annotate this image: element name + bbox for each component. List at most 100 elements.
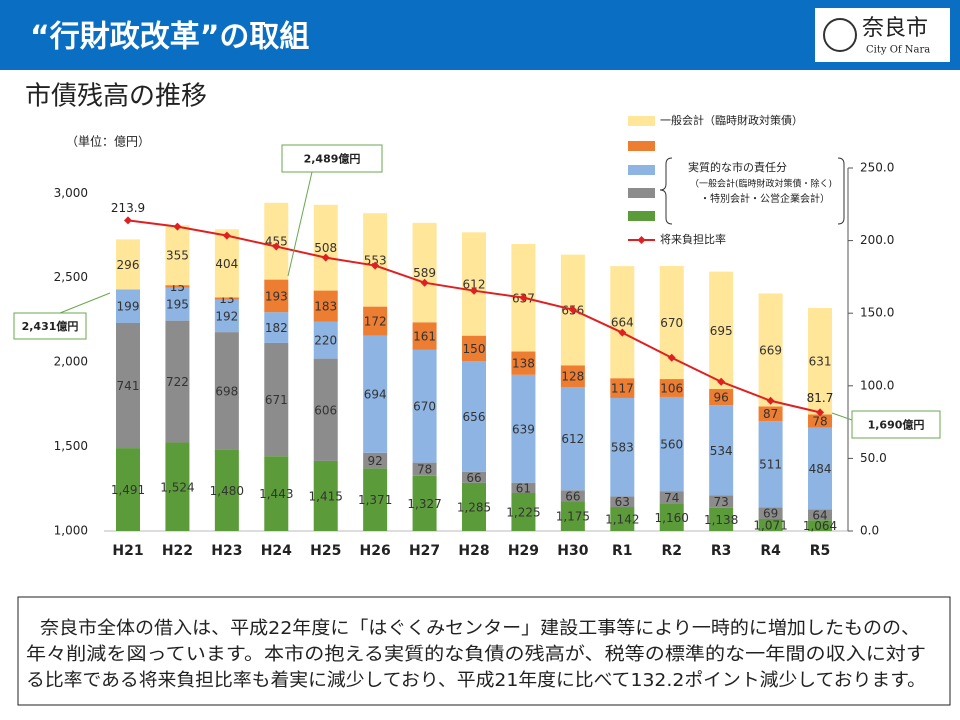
bar-segment [462,482,487,531]
ratio-marker [519,293,528,302]
ratio-marker [173,222,182,231]
segment-label: 66 [565,489,580,503]
segment-label: 1,480 [210,484,244,498]
x-tick-label: R4 [760,543,781,559]
bar-segment [363,452,388,469]
y-tick-label: 1,000 [54,524,88,538]
logo-emblem [823,18,857,52]
segment-label: 193 [265,289,288,303]
legend-brace [837,157,845,225]
x-tick-label: R2 [661,543,682,559]
ratio-marker [470,286,479,295]
ratio-marker [568,305,577,314]
bar-segment [264,456,289,531]
bar-segment [758,519,783,531]
segment-label: 296 [117,258,140,272]
bar-segment [610,378,635,398]
bar-segment [659,503,684,531]
subtitle: 市債残高の推移 [25,82,207,112]
y2-tick-label: 100.0 [860,378,894,392]
segment-label: 78 [812,415,827,429]
bar-segment [659,379,684,397]
bar-segment [462,360,487,472]
note-line: る比率である将来負担比率も着実に減少しており、平成21年度に比べて132.2ポイ… [26,670,926,691]
segment-label: 656 [463,410,486,424]
bar-segment [511,374,536,483]
bar-segment [560,501,585,531]
x-tick-label: H29 [508,543,539,559]
bar-segment [511,351,536,375]
x-tick-label: H28 [458,543,489,559]
callout-text: 2,489億円 [304,152,361,166]
legend-note: （一般会計(臨時財政対策債・除く) [690,178,832,190]
note-line: 奈良市全体の借入は、平成22年度に「はぐくみセンター」建設工事等により一時的に増… [40,618,920,639]
y-tick-label: 2,000 [54,355,88,369]
bar-segment [808,307,833,415]
bar-segment [363,306,388,336]
segment-label: 1,142 [605,513,639,527]
y-tick-label: 1,500 [54,439,88,453]
ratio-marker [124,216,132,225]
x-tick-label: H21 [112,543,143,559]
bar-segment [264,342,289,457]
segment-label: 192 [215,309,238,323]
legend-swatch [628,116,655,126]
segment-label: 1,415 [309,489,343,503]
bar-segment [462,232,487,336]
x-tick-label: H30 [557,543,588,559]
legend-swatch [628,211,655,221]
bar-segment [758,293,783,407]
bar-segment [214,449,239,531]
bar-segment [610,507,635,531]
segment-label: 61 [516,481,531,495]
x-tick-label: H24 [261,543,292,559]
segment-label: 612 [561,432,584,446]
x-tick-label: H22 [162,543,193,559]
bar-segment [758,421,783,508]
segment-label: 172 [364,315,387,329]
segment-label: 63 [615,495,630,509]
bar-segment [462,471,487,483]
ratio-marker [816,408,825,417]
segment-label: 117 [611,382,634,396]
legend-swatch [628,141,655,151]
bar-segment [214,297,239,300]
bar-segment [659,396,684,492]
segment-label: 639 [512,422,535,436]
segment-label: 534 [710,444,733,458]
segment-label: 64 [812,508,827,522]
bar-segment [511,493,536,531]
segment-label: 1,443 [259,487,293,501]
segment-label: 1,371 [358,493,392,507]
callout-pointer [287,171,313,277]
bar-segment [610,496,635,508]
segment-label: 1,138 [704,513,738,527]
segment-label: 741 [117,379,140,393]
bar-segment [808,427,833,510]
legend-marker [637,236,646,244]
segment-label: 195 [166,298,189,312]
bar-segment [709,405,734,496]
segment-label: 670 [413,400,436,414]
segment-label: 606 [314,403,337,417]
y2-tick-label: 250.0 [860,161,894,175]
segment-label: 73 [714,495,729,509]
bar-segment [412,462,437,476]
bar-segment [165,285,190,288]
bar-segment [659,491,684,504]
legend-brace [659,157,673,225]
segment-label: 1,064 [803,519,837,533]
bar-segment [560,490,585,502]
bar-segment [709,495,734,508]
bar-segment [808,509,833,521]
header-bar [0,0,960,70]
note-line: 年々削減を図っています。本市の抱える実質的な負債の残高が、税等の標準的な一年間の… [26,644,926,665]
x-tick-label: R3 [711,543,732,559]
legend-swatch [628,188,655,198]
bar-segment [116,289,140,323]
logo-text: 奈良市 [862,16,928,41]
bar-segment [511,482,536,494]
segment-label: 183 [314,300,337,314]
segment-label: 404 [215,257,238,271]
